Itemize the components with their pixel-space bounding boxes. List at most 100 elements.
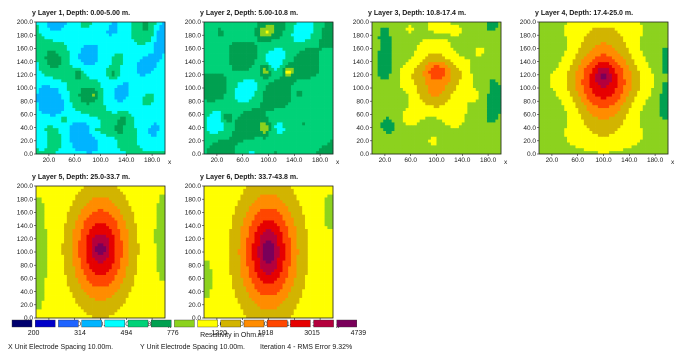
heatmap-cell	[296, 119, 300, 123]
heatmap-cell	[414, 22, 418, 26]
heatmap-cell	[226, 113, 230, 118]
heatmap-cell	[234, 85, 238, 89]
heatmap-cell	[444, 62, 449, 66]
heatmap-cell	[268, 22, 272, 26]
heatmap-cell	[254, 108, 258, 112]
heatmap-cell	[232, 151, 236, 155]
heatmap-cell	[148, 131, 152, 135]
heatmap-cell	[209, 90, 213, 95]
heatmap-cell	[442, 47, 446, 52]
heatmap-cell	[86, 131, 90, 135]
heatmap-cell	[145, 105, 149, 109]
heatmap-cell	[92, 93, 96, 97]
heatmap-cell	[262, 47, 267, 52]
heatmap-cell	[61, 151, 65, 155]
heatmap-cell	[405, 62, 409, 66]
heatmap-cell	[313, 99, 317, 103]
heatmap-cell	[162, 85, 166, 89]
heatmap-cell	[226, 30, 230, 34]
heatmap-cell	[36, 116, 40, 120]
heatmap-cell	[279, 44, 283, 49]
heatmap-cell	[80, 128, 85, 132]
heatmap-cell	[293, 139, 297, 143]
heatmap-cell	[41, 105, 45, 109]
heatmap-cell	[248, 82, 253, 86]
heatmap-cell	[391, 30, 395, 34]
heatmap-cell	[142, 139, 146, 143]
heatmap-cell	[139, 148, 143, 152]
heatmap-cell	[55, 62, 59, 66]
heatmap-cell	[89, 42, 93, 46]
heatmap-cell	[61, 99, 65, 103]
heatmap-cell	[251, 67, 255, 72]
heatmap-cell	[153, 53, 157, 57]
heatmap-cell	[41, 33, 45, 37]
heatmap-cell	[108, 128, 113, 132]
heatmap-cell	[142, 131, 146, 135]
heatmap-cell	[139, 142, 143, 146]
heatmap-cell	[218, 27, 222, 31]
heatmap-cell	[316, 24, 320, 29]
heatmap-cell	[450, 27, 454, 31]
heatmap-cell	[86, 50, 90, 54]
heatmap-cell	[142, 122, 146, 126]
heatmap-cell	[142, 47, 146, 52]
heatmap-cell	[274, 67, 278, 72]
heatmap-cell	[218, 79, 222, 83]
heatmap-cell	[374, 22, 378, 26]
heatmap-cell	[131, 88, 135, 92]
heatmap-cell	[251, 44, 255, 49]
heatmap-cell	[299, 119, 303, 123]
heatmap-cell	[321, 67, 325, 72]
heatmap-cell	[83, 128, 87, 132]
heatmap-cell	[282, 90, 286, 95]
heatmap-cell	[44, 67, 48, 72]
heatmap-cell	[234, 47, 238, 52]
heatmap-cell	[226, 73, 230, 77]
heatmap-cell	[402, 24, 406, 29]
heatmap-cell	[408, 36, 412, 40]
heatmap-cell	[206, 102, 210, 106]
heatmap-cell	[47, 131, 51, 135]
heatmap-cell	[220, 125, 224, 129]
heatmap-cell	[100, 96, 104, 100]
heatmap-cell	[150, 125, 155, 129]
heatmap-cell	[209, 139, 213, 143]
heatmap-cell	[327, 36, 331, 40]
heatmap-cell	[145, 110, 149, 115]
heatmap-cell	[108, 70, 113, 74]
heatmap-cell	[290, 53, 295, 57]
heatmap-cell	[159, 142, 163, 146]
heatmap-cell	[416, 50, 421, 54]
heatmap-cell	[72, 62, 76, 66]
heatmap-cell	[243, 27, 247, 31]
heatmap-cell	[117, 53, 121, 57]
heatmap-cell	[313, 139, 317, 143]
heatmap-cell	[58, 24, 62, 29]
heatmap-cell	[139, 82, 143, 86]
heatmap-cell	[120, 85, 124, 89]
heatmap-cell	[134, 145, 138, 149]
heatmap-cell	[41, 131, 45, 135]
heatmap-cell	[120, 90, 124, 95]
heatmap-cell	[307, 139, 311, 143]
heatmap-cell	[402, 53, 406, 57]
heatmap-cell	[69, 102, 73, 106]
heatmap-cell	[271, 131, 275, 135]
heatmap-cell	[103, 136, 107, 140]
heatmap-cell	[215, 30, 219, 34]
heatmap-cell	[89, 151, 93, 155]
heatmap-cell	[55, 151, 59, 155]
heatmap-cell	[136, 22, 141, 26]
heatmap-cell	[111, 105, 115, 109]
heatmap-cell	[212, 113, 216, 118]
heatmap-cell	[265, 76, 269, 80]
heatmap-cell	[254, 33, 258, 37]
heatmap-cell	[419, 44, 423, 49]
heatmap-cell	[215, 70, 219, 74]
heatmap-cell	[304, 88, 309, 92]
heatmap-cell	[439, 30, 443, 34]
heatmap-cell	[131, 85, 135, 89]
heatmap-cell	[148, 65, 152, 69]
heatmap-cell	[80, 93, 85, 97]
